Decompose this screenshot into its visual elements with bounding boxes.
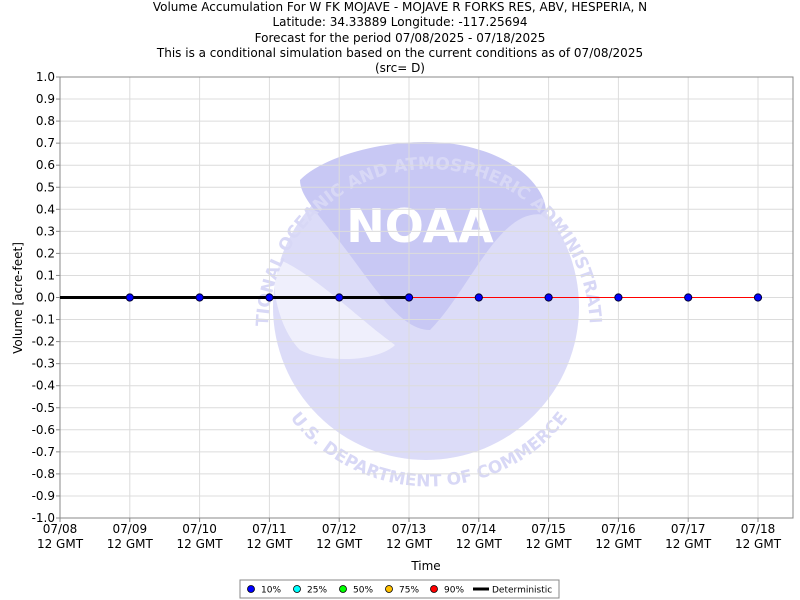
legend-item: Deterministic	[473, 586, 552, 596]
chart-series	[60, 293, 763, 302]
noaa-logo-wing-shape	[273, 258, 395, 360]
legend-label: 10%	[261, 586, 281, 596]
y-tick-label: 0.7	[36, 136, 55, 150]
series-10-point	[544, 293, 553, 302]
x-tick-label-time: 12 GMT	[37, 537, 84, 551]
x-tick-label-date: 07/08	[43, 522, 78, 536]
y-tick-label: -0.3	[32, 357, 55, 371]
x-tick-label-date: 07/09	[113, 522, 148, 536]
x-tick-label-date: 07/17	[671, 522, 706, 536]
y-axis-title: Volume [acre-feet]	[11, 242, 25, 354]
series-10-point	[265, 293, 274, 302]
x-tick-label-date: 07/13	[392, 522, 427, 536]
y-tick-label: -0.4	[32, 379, 55, 393]
y-tick-label: -0.9	[32, 489, 55, 503]
legend: 10% 25% 50% 75% 90% Deterministic	[239, 579, 560, 599]
chart-subtitle-source: (src= D)	[375, 61, 425, 76]
legend-marker	[293, 585, 301, 593]
legend-item: 90%	[430, 585, 464, 596]
y-tick-label: -0.1	[32, 313, 55, 327]
y-tick-label: -0.6	[32, 423, 55, 437]
x-tick-label-date: 07/16	[601, 522, 636, 536]
legend-item: 75%	[385, 585, 419, 596]
y-tick-label: 0.4	[36, 202, 55, 216]
chart-subtitle-conditions: This is a conditional simulation based o…	[156, 45, 644, 60]
chart-subtitle-location: Latitude: 34.33889 Longitude: -117.25694	[272, 15, 528, 30]
legend-item: 10%	[247, 585, 281, 596]
x-tick-label-date: 07/14	[462, 522, 497, 536]
legend-item: 25%	[293, 585, 327, 596]
x-tick-label-time: 12 GMT	[595, 537, 642, 551]
legend-label: 25%	[307, 586, 327, 596]
noaa-watermark: NOAA NATIONAL OCEANIC AND ATMOSPHERIC AD…	[0, 0, 605, 492]
y-tick-label: -0.5	[32, 401, 55, 415]
y-tick-label: 0.9	[36, 92, 55, 106]
chart-title: Volume Accumulation For W FK MOJAVE - MO…	[152, 0, 648, 14]
legend-label: 50%	[353, 586, 373, 596]
y-tick-label: 0.2	[36, 246, 55, 260]
x-tick-label-time: 12 GMT	[386, 537, 433, 551]
legend-label: Deterministic	[492, 586, 552, 596]
series-10-point	[753, 293, 763, 302]
y-tick-label: -0.8	[32, 467, 55, 481]
y-tick-label: 0.6	[36, 158, 55, 172]
legend-label: 90%	[444, 586, 464, 596]
legend-marker	[385, 585, 393, 593]
y-axis: 1.0 0.9 0.8 0.7 0.6 0.5 0.4 0.3 0.2 0.1 0.0 -0.1 -0.…	[32, 70, 60, 525]
series-10-point	[404, 293, 414, 302]
x-tick-label-time: 12 GMT	[456, 537, 503, 551]
y-tick-label: 0.3	[36, 224, 55, 238]
y-tick-label: -0.7	[32, 445, 55, 459]
x-tick-label-date: 07/12	[322, 522, 357, 536]
legend-label: 75%	[399, 586, 419, 596]
legend-marker	[430, 585, 438, 593]
series-10-point	[684, 293, 693, 302]
x-tick-label-time: 12 GMT	[107, 537, 154, 551]
legend-item: 50%	[339, 585, 373, 596]
x-tick-label-date: 07/11	[252, 522, 287, 536]
x-tick-label-time: 12 GMT	[316, 537, 363, 551]
noaa-logo-center-text: NOAA	[346, 199, 494, 253]
x-tick-label-time: 12 GMT	[526, 537, 573, 551]
y-tick-label: 0.5	[36, 180, 55, 194]
legend-marker	[247, 585, 255, 593]
series-10-point	[335, 293, 344, 302]
y-tick-label: -0.2	[32, 335, 55, 349]
y-tick-label: -1.0	[32, 511, 55, 525]
noaa-logo-gull-shape	[300, 141, 546, 330]
x-tick-label-date: 07/18	[741, 522, 776, 536]
x-tick-label-time: 12 GMT	[665, 537, 712, 551]
series-10-point	[125, 293, 134, 302]
series-10-point	[474, 293, 483, 302]
legend-marker	[339, 585, 347, 593]
series-10-point	[195, 293, 204, 302]
y-tick-label: 1.0	[36, 70, 55, 84]
x-axis-title: Time	[410, 559, 440, 573]
y-tick-label: 0.0	[36, 291, 55, 305]
x-tick-label-time: 12 GMT	[246, 537, 293, 551]
x-tick-label-time: 12 GMT	[735, 537, 782, 551]
legend-box	[239, 579, 560, 599]
y-tick-label: 0.1	[36, 268, 55, 282]
x-tick-label-time: 12 GMT	[177, 537, 224, 551]
x-tick-label-date: 07/15	[531, 522, 566, 536]
x-tick-label-date: 07/10	[182, 522, 217, 536]
y-tick-label: 0.8	[36, 114, 55, 128]
series-10-point	[614, 293, 623, 302]
chart-titles: Volume Accumulation For W FK MOJAVE - MO…	[0, 0, 800, 76]
chart-subtitle-period: Forecast for the period 07/08/2025 - 07/…	[254, 30, 546, 45]
